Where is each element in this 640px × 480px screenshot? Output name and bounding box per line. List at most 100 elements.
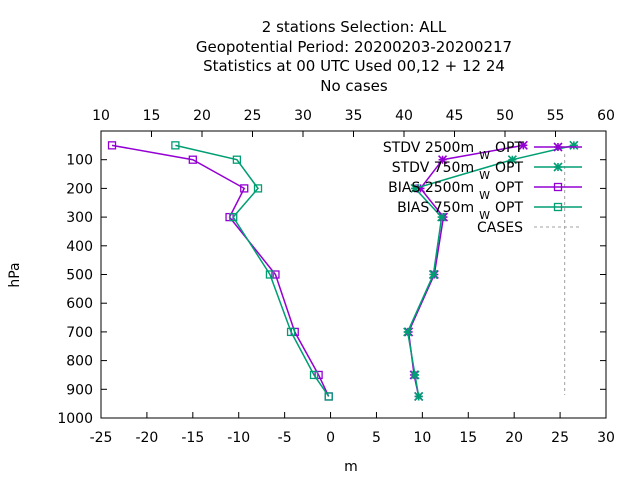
- legend-label: CASES: [477, 220, 523, 236]
- legend-swatch-marker: [553, 162, 563, 172]
- data-point: [415, 183, 426, 193]
- x-tick-label: -5: [278, 430, 292, 446]
- data-point-shape: [309, 370, 319, 380]
- data-point-shape: [437, 212, 447, 222]
- data-point-shape: [324, 392, 333, 401]
- x2-tick-label: 55: [547, 108, 565, 124]
- legend-suffix: OPT: [495, 160, 523, 176]
- legend-swatch-marker-shape: [553, 162, 563, 172]
- data-point-shape: [286, 327, 296, 337]
- data-point: [271, 270, 280, 279]
- data-point-shape: [253, 184, 263, 193]
- legend-label: STDV 750m W OPT: [392, 160, 524, 182]
- legend-swatch-marker-shape: [553, 202, 563, 212]
- legend-sub: W: [479, 189, 490, 202]
- data-point-shape: [403, 327, 413, 337]
- y-tick-label: 400: [66, 239, 93, 255]
- x-tick-label: -20: [135, 430, 158, 446]
- plot-frame: [100, 130, 607, 419]
- series-line: [406, 144, 575, 397]
- data-point: [437, 212, 447, 222]
- legend-label: BIAS 2500m W OPT: [388, 180, 523, 202]
- data-point-shape: [414, 391, 424, 402]
- plot-area: [107, 140, 579, 402]
- x2-tick-label: 35: [345, 108, 363, 124]
- data-point: [410, 370, 420, 380]
- y-tick-label: 1000: [57, 411, 93, 427]
- data-point: [569, 140, 579, 150]
- legend-swatch-marker: [553, 182, 563, 192]
- data-point-shape: [410, 370, 420, 380]
- legend-suffix: OPT: [495, 200, 523, 216]
- x-tick-label: 10: [413, 430, 431, 446]
- title-line-0: 2 stations Selection: ALL: [262, 18, 447, 36]
- x2-tick-label: 30: [294, 108, 312, 124]
- data-point: [309, 370, 319, 380]
- data-point: [286, 327, 296, 337]
- x-tick-label: 25: [551, 430, 569, 446]
- x-tick-label: 0: [326, 430, 335, 446]
- data-point: [324, 392, 333, 401]
- x-axis-label: m: [344, 459, 358, 475]
- series-2: [107, 141, 333, 401]
- series-3: [171, 141, 333, 401]
- legend-suffix: OPT: [495, 180, 523, 196]
- data-point-shape: [415, 183, 426, 193]
- legend-swatch-marker: [553, 142, 563, 152]
- legend-name: CASES: [477, 220, 523, 236]
- x2-tick-label: 15: [143, 108, 161, 124]
- data-point-shape: [569, 140, 579, 150]
- y-tick-label: 900: [66, 382, 93, 398]
- legend-name: STDV 750m: [392, 160, 474, 176]
- x2-tick-label: 45: [446, 108, 464, 124]
- data-point: [253, 184, 263, 193]
- legend: STDV 2500m W OPT STDV 750m W OPT BIAS 2500m W OP…: [383, 140, 582, 236]
- y-tick-label: 800: [66, 354, 93, 370]
- x2-tick-label: 20: [193, 108, 211, 124]
- data-point-shape: [428, 269, 438, 280]
- x2-tick-label: 25: [244, 108, 262, 124]
- data-point: [403, 327, 413, 337]
- data-point-shape: [188, 155, 197, 164]
- title-line-3: No cases: [320, 77, 388, 95]
- legend-label: STDV 2500m W OPT: [383, 140, 524, 162]
- chart-title: 2 stations Selection: ALL Geopotential Pe…: [196, 18, 512, 95]
- series-line: [175, 144, 330, 397]
- data-point: [232, 155, 242, 164]
- axes: -25 -20 -15 -10 -5 0 5 10 15 20 25 30 10 15 20 25 30 35 40…: [57, 108, 615, 446]
- x-tick-label: -25: [90, 430, 113, 446]
- x-tick-label: -10: [227, 430, 250, 446]
- data-point: [240, 184, 249, 193]
- y-tick-label: 300: [66, 210, 93, 226]
- data-point-shape: [232, 155, 242, 164]
- data-point-shape: [410, 183, 420, 193]
- data-point: [265, 270, 275, 279]
- data-point-shape: [314, 370, 323, 380]
- legend-item: STDV 2500m W OPT: [383, 140, 582, 162]
- legend-swatch-marker-shape: [553, 182, 563, 192]
- y-tick-label: 200: [66, 181, 93, 197]
- legend-label: BIAS 750m W OPT: [397, 200, 523, 222]
- legend-name: BIAS 2500m: [388, 180, 474, 196]
- data-point-shape: [240, 184, 249, 193]
- series-1: [403, 140, 579, 402]
- y-tick-label: 500: [66, 268, 93, 284]
- legend-sub: W: [479, 209, 490, 222]
- y-tick-label: 700: [66, 325, 93, 341]
- data-point-shape: [265, 270, 275, 279]
- legend-sub: W: [479, 149, 490, 162]
- data-point: [437, 155, 448, 165]
- x2-tick-label: 50: [496, 108, 514, 124]
- data-point: [518, 140, 528, 150]
- data-point-shape: [229, 212, 238, 222]
- data-point-shape: [507, 155, 517, 165]
- title-line-2: Statistics at 00 UTC Used 00,12 + 12 24: [203, 57, 505, 75]
- legend-sub: W: [479, 169, 490, 182]
- legend-item: BIAS 750m W OPT: [397, 200, 582, 222]
- data-point: [229, 212, 238, 222]
- x-tick-label: 20: [505, 430, 523, 446]
- data-point-shape: [171, 141, 180, 150]
- title-line-1: Geopotential Period: 20200203-20200217: [196, 38, 512, 56]
- data-point: [171, 141, 180, 150]
